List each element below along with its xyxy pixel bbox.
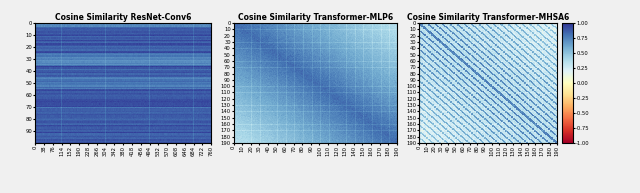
Title: Cosine Similarity Transformer-MLP6: Cosine Similarity Transformer-MLP6: [237, 13, 393, 22]
Title: Cosine Similarity ResNet-Conv6: Cosine Similarity ResNet-Conv6: [55, 13, 191, 22]
Title: Cosine Similarity Transformer-MHSA6: Cosine Similarity Transformer-MHSA6: [407, 13, 569, 22]
